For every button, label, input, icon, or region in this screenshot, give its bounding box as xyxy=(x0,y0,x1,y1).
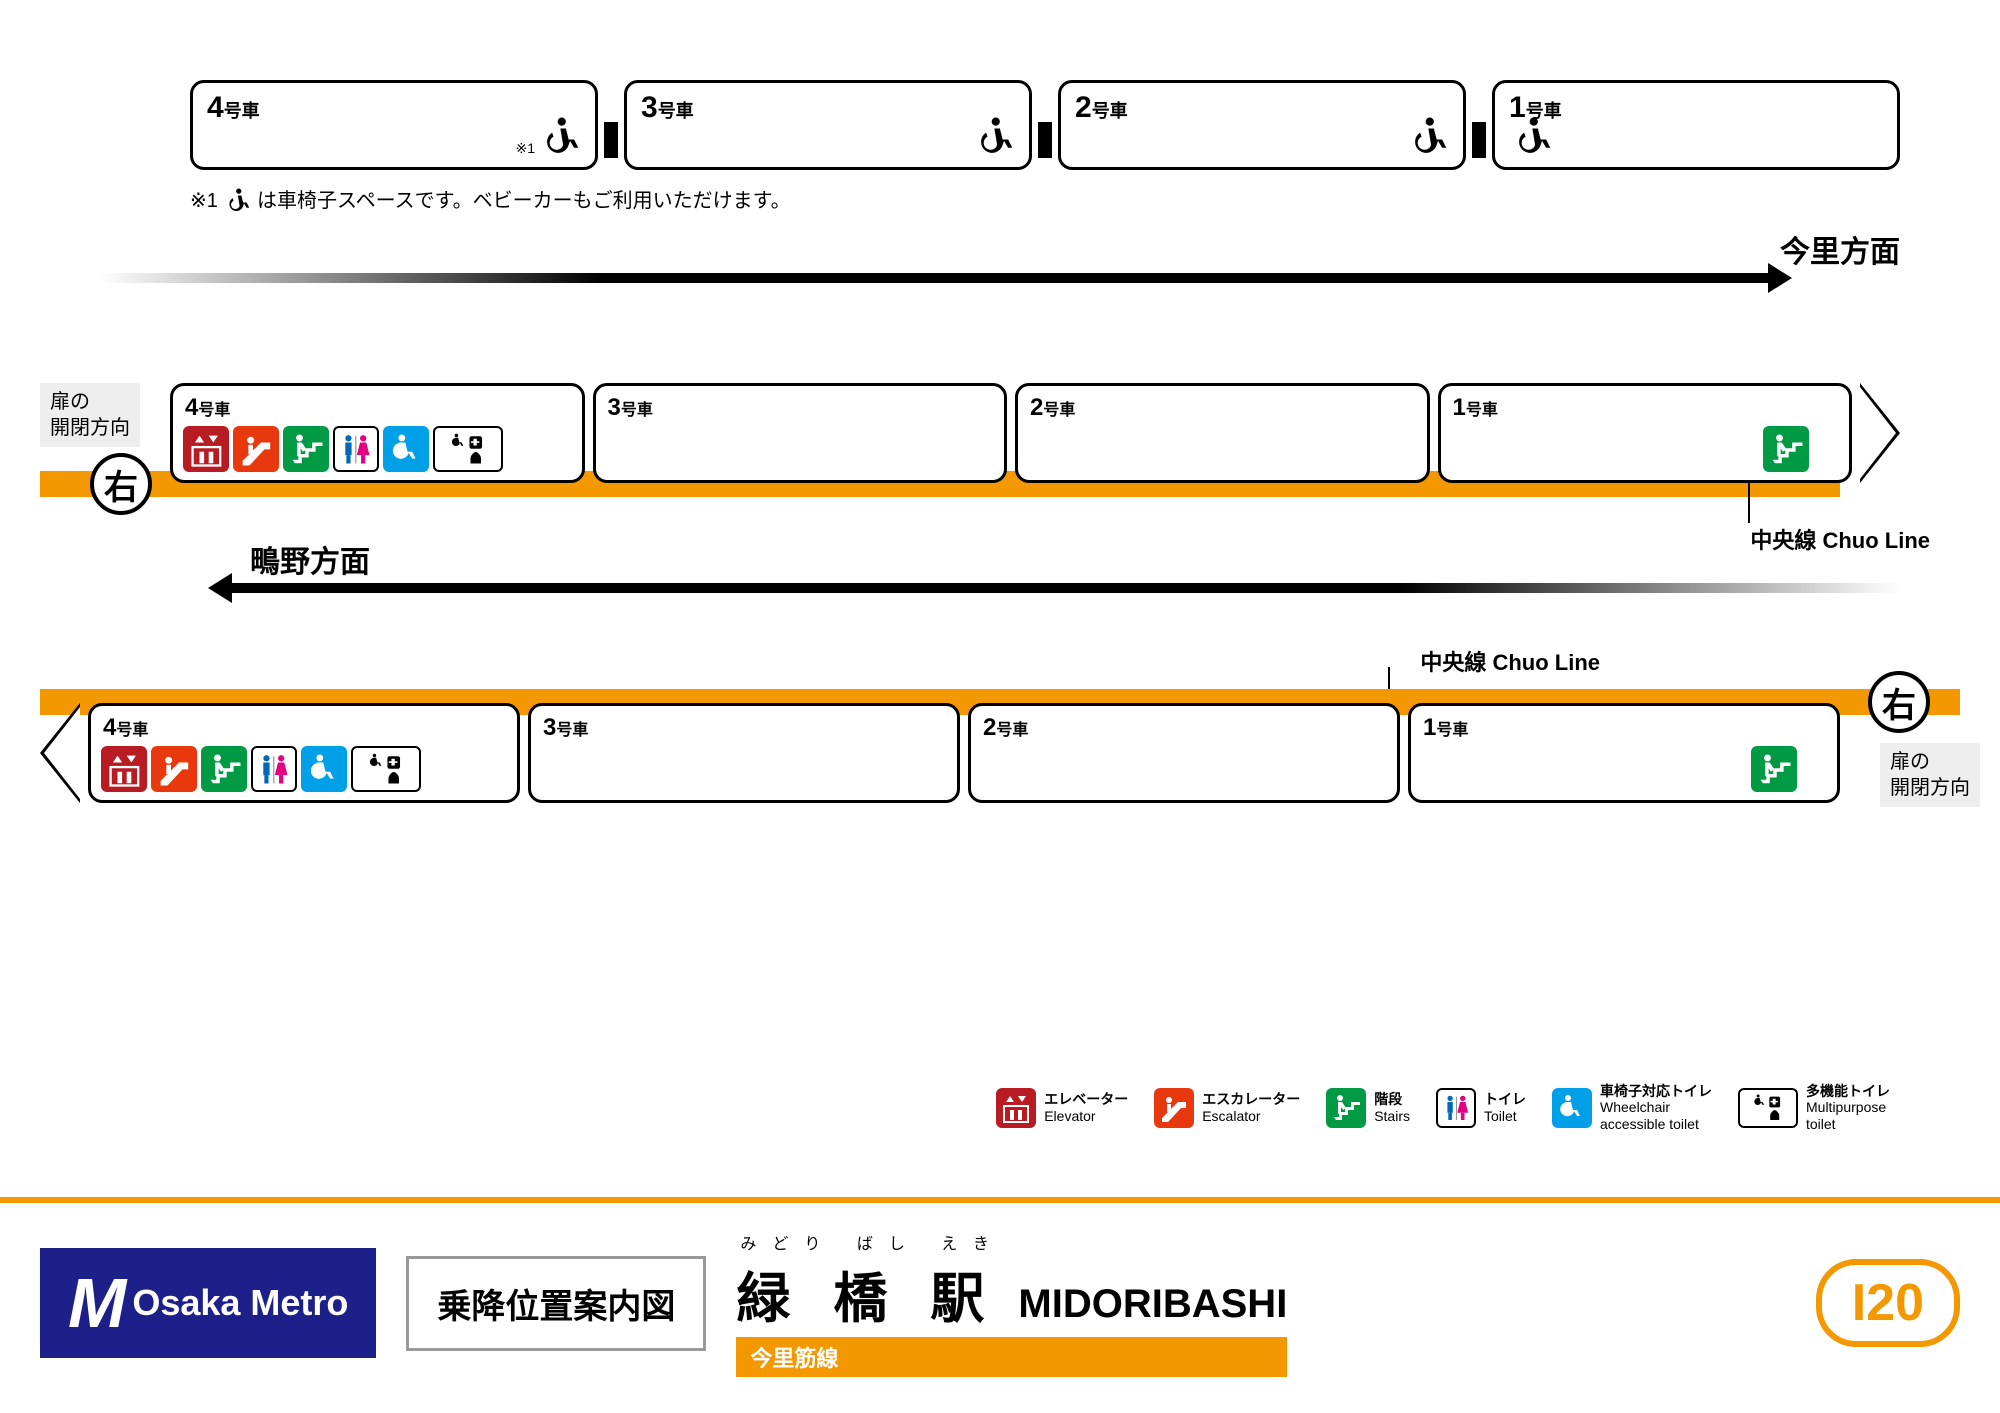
direction-imazato: 今里方面 xyxy=(100,273,1900,333)
note-marker: ※1 xyxy=(515,140,535,157)
legend-item-escalator: エスカレーターEscalator xyxy=(1154,1083,1300,1133)
multi_toilet-icon xyxy=(1738,1088,1798,1128)
legend-item-stairs: 階段Stairs xyxy=(1326,1083,1410,1133)
guide-title: 乗降位置案内図 xyxy=(406,1256,706,1351)
platform-car-2: 2号車 xyxy=(968,703,1400,803)
ref-car-2: 2号車 xyxy=(1058,80,1466,170)
escalator-icon xyxy=(151,746,197,792)
stairs-icon xyxy=(1326,1088,1366,1128)
elevator-icon xyxy=(996,1088,1036,1128)
wc_toilet-icon xyxy=(383,426,429,472)
elevator-icon xyxy=(101,746,147,792)
toilet-icon xyxy=(251,746,297,792)
platform-right: 扉の 開閉方向 右 4号車 3号車 2号車 1号車 中央線 Chuo Line xyxy=(100,383,1900,553)
stairs-icon xyxy=(283,426,329,472)
train-head-icon xyxy=(1860,383,1900,483)
multi_toilet-icon xyxy=(351,746,421,792)
wheelchair-icon xyxy=(971,112,1015,161)
toilet-icon xyxy=(1436,1088,1476,1128)
legend-item-multi_toilet: 多機能トイレMultipurposetoilet xyxy=(1738,1083,1890,1133)
reference-train: 4号車 ※1 3号車 2号車 1号車 xyxy=(190,80,1900,170)
wheelchair-icon xyxy=(1405,112,1449,161)
stairs-icon xyxy=(1751,746,1797,792)
platform-car-3: 3号車 xyxy=(528,703,960,803)
door-direction-label: 扉の 開閉方向 xyxy=(40,383,140,447)
osaka-metro-logo: MOsaka Metro xyxy=(40,1248,376,1358)
platform-car-1: 1号車 xyxy=(1408,703,1840,803)
transfer-line-label: 中央線 Chuo Line xyxy=(1420,645,1600,677)
wheelchair-icon xyxy=(537,112,581,161)
station-furigana: みどり ばし えき xyxy=(740,1230,1287,1254)
ref-car-4: 4号車 ※1 xyxy=(190,80,598,170)
door-side-indicator: 右 xyxy=(90,453,152,515)
station-name-jp: 緑 橋 駅 xyxy=(736,1254,998,1333)
stairs-icon xyxy=(201,746,247,792)
multi_toilet-icon xyxy=(433,426,503,472)
toilet-icon xyxy=(333,426,379,472)
door-direction-label: 扉の 開閉方向 xyxy=(1880,743,1980,807)
stairs-icon xyxy=(1763,426,1809,472)
escalator-icon xyxy=(233,426,279,472)
direction-label: 今里方面 xyxy=(1780,227,1900,271)
ref-car-1: 1号車 xyxy=(1492,80,1900,170)
legend-item-toilet: トイレToilet xyxy=(1436,1083,1526,1133)
transfer-line-label: 中央線 Chuo Line xyxy=(1750,523,1930,555)
ref-car-3: 3号車 xyxy=(624,80,1032,170)
legend-item-elevator: エレベーターElevator xyxy=(996,1083,1128,1133)
wc_toilet-icon xyxy=(301,746,347,792)
platform-car-1: 1号車 xyxy=(1438,383,1853,483)
platform-car-3: 3号車 xyxy=(593,383,1008,483)
footer: MOsaka Metro 乗降位置案内図 みどり ばし えき 緑 橋 駅 MID… xyxy=(40,1233,1960,1373)
door-side-indicator: 右 xyxy=(1868,671,1930,733)
station-name-block: みどり ばし えき 緑 橋 駅 MIDORIBASHI 今里筋線 xyxy=(736,1230,1287,1377)
line-name-badge: 今里筋線 xyxy=(736,1337,1287,1377)
platform-left: 中央線 Chuo Line 右 扉の 開閉方向 4号車 3号車 2号車 1号車 xyxy=(100,653,1900,843)
wheelchair-icon xyxy=(1509,112,1553,161)
wc_toilet-icon xyxy=(1552,1088,1592,1128)
station-name-en: MIDORIBASHI xyxy=(1018,1282,1287,1327)
station-code: I20 xyxy=(1816,1259,1960,1347)
platform-car-4: 4号車 xyxy=(170,383,585,483)
train-head-icon xyxy=(40,703,80,803)
wheelchair-footnote: ※1 は車椅子スペースです。ベビーカーもご利用いただけます。 xyxy=(190,184,1900,213)
legend: エレベーターElevator エスカレーターEscalator 階段Stairs トイ… xyxy=(996,1083,1890,1133)
platform-car-4: 4号車 xyxy=(88,703,520,803)
legend-item-wc_toilet: 車椅子対応トイレWheelchairaccessible toilet xyxy=(1552,1083,1712,1133)
elevator-icon xyxy=(183,426,229,472)
direction-label: 鴫野方面 xyxy=(250,537,370,581)
escalator-icon xyxy=(1154,1088,1194,1128)
platform-car-2: 2号車 xyxy=(1015,383,1430,483)
direction-shigino: 鴫野方面 xyxy=(100,583,1900,643)
